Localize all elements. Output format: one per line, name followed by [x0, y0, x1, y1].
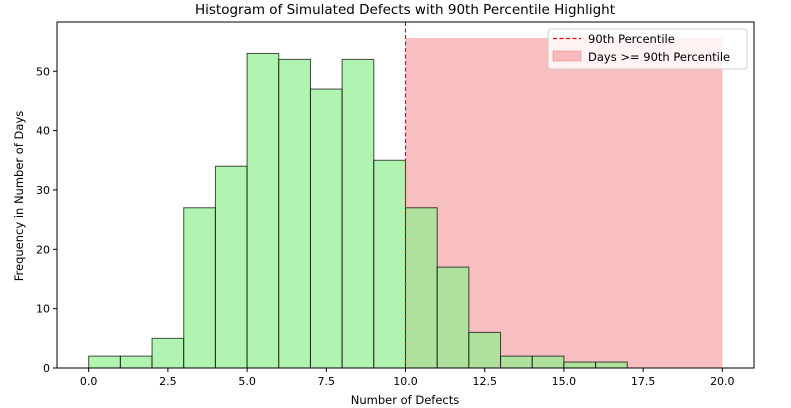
- legend-frame: [547, 28, 748, 70]
- histogram-bar-15: [563, 361, 597, 369]
- histogram-bar-6: [278, 58, 311, 369]
- x-axis-label: Number of Defects: [351, 393, 459, 407]
- histogram-bar-11: [436, 266, 470, 369]
- histogram-bar-4: [214, 165, 248, 369]
- x-tick-label-0: 0.0: [80, 375, 98, 388]
- histogram-bar-7: [309, 88, 343, 369]
- histogram-bar-0: [88, 355, 121, 369]
- y-axis-label: Frequency in Number of Days: [12, 111, 26, 282]
- legend-label-percentile: 90th Percentile: [588, 32, 675, 46]
- y-tick-label-3: 30: [36, 184, 50, 197]
- x-tick-label-8: 20.0: [710, 375, 735, 388]
- histogram-bar-14: [531, 355, 565, 369]
- y-tick-label-2: 20: [36, 243, 50, 256]
- legend-label-highlight: Days >= 90th Percentile: [588, 50, 730, 64]
- x-tick-label-3: 7.5: [318, 375, 336, 388]
- y-tick-label-1: 10: [36, 303, 50, 316]
- y-tick-label-5: 50: [36, 65, 50, 78]
- histogram-bar-1: [119, 355, 153, 369]
- x-tick-label-1: 2.5: [159, 375, 177, 388]
- legend-swatch-highlight: [552, 50, 582, 62]
- x-tick-label-5: 12.5: [472, 375, 497, 388]
- y-tick-label-0: 0: [43, 362, 50, 375]
- histogram-bar-16: [595, 361, 628, 369]
- histogram-bar-3: [183, 207, 216, 369]
- x-tick-label-4: 10.0: [393, 375, 418, 388]
- histogram-bar-2: [151, 337, 185, 369]
- histogram-bar-8: [341, 58, 375, 369]
- x-tick-label-2: 5.0: [238, 375, 256, 388]
- histogram-bar-9: [373, 159, 406, 369]
- histogram-bar-13: [500, 355, 533, 369]
- legend: 90th Percentile Days >= 90th Percentile: [547, 28, 748, 70]
- histogram-bar-12: [468, 331, 502, 369]
- histogram-bar-5: [246, 52, 280, 369]
- chart-title: Histogram of Simulated Defects with 90th…: [195, 2, 615, 18]
- x-tick-label-6: 15.0: [552, 375, 577, 388]
- histogram-bar-10: [405, 207, 438, 369]
- x-tick-label-7: 17.5: [631, 375, 656, 388]
- y-tick-label-4: 40: [36, 125, 50, 138]
